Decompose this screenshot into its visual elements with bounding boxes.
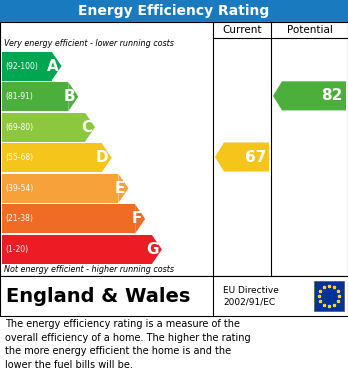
Text: (92-100): (92-100) [5, 61, 38, 70]
Text: Potential: Potential [286, 25, 332, 35]
Bar [314, 281, 344, 311]
Text: G: G [147, 242, 159, 257]
Text: (1-20): (1-20) [5, 245, 28, 254]
Polygon shape [152, 235, 162, 264]
Text: D: D [96, 150, 109, 165]
Bar [2, 174, 118, 203]
Text: (39-54): (39-54) [5, 184, 33, 193]
Text: Current: Current [222, 25, 262, 35]
Bar [2, 52, 52, 81]
Polygon shape [68, 82, 78, 111]
Text: E: E [115, 181, 125, 196]
Text: A: A [47, 59, 58, 74]
Text: (55-68): (55-68) [5, 153, 33, 162]
Text: EU Directive
2002/91/EC: EU Directive 2002/91/EC [223, 285, 279, 307]
Polygon shape [102, 143, 112, 172]
Bar [0, 22, 348, 276]
Text: B: B [64, 89, 75, 104]
Text: F: F [132, 212, 142, 226]
Bar [2, 235, 152, 264]
Polygon shape [215, 142, 269, 172]
Bar [2, 204, 135, 233]
Text: Very energy efficient - lower running costs: Very energy efficient - lower running co… [4, 39, 174, 48]
Bar [2, 143, 102, 172]
Text: England & Wales: England & Wales [6, 287, 190, 305]
Bar [2, 82, 68, 111]
Text: (21-38): (21-38) [5, 214, 33, 223]
Bar [0, 0, 348, 22]
Text: C: C [81, 120, 92, 135]
Text: The energy efficiency rating is a measure of the
overall efficiency of a home. T: The energy efficiency rating is a measur… [5, 319, 251, 370]
Polygon shape [135, 204, 145, 233]
Text: Not energy efficient - higher running costs: Not energy efficient - higher running co… [4, 265, 174, 274]
Text: (81-91): (81-91) [5, 92, 33, 101]
Bar [2, 113, 85, 142]
Polygon shape [118, 174, 128, 203]
Text: 82: 82 [322, 88, 343, 103]
Polygon shape [52, 52, 62, 81]
Bar [0, 276, 348, 316]
Text: (69-80): (69-80) [5, 123, 33, 132]
Polygon shape [85, 113, 95, 142]
Text: Energy Efficiency Rating: Energy Efficiency Rating [78, 4, 270, 18]
Text: 67: 67 [245, 149, 266, 165]
Polygon shape [273, 81, 346, 110]
